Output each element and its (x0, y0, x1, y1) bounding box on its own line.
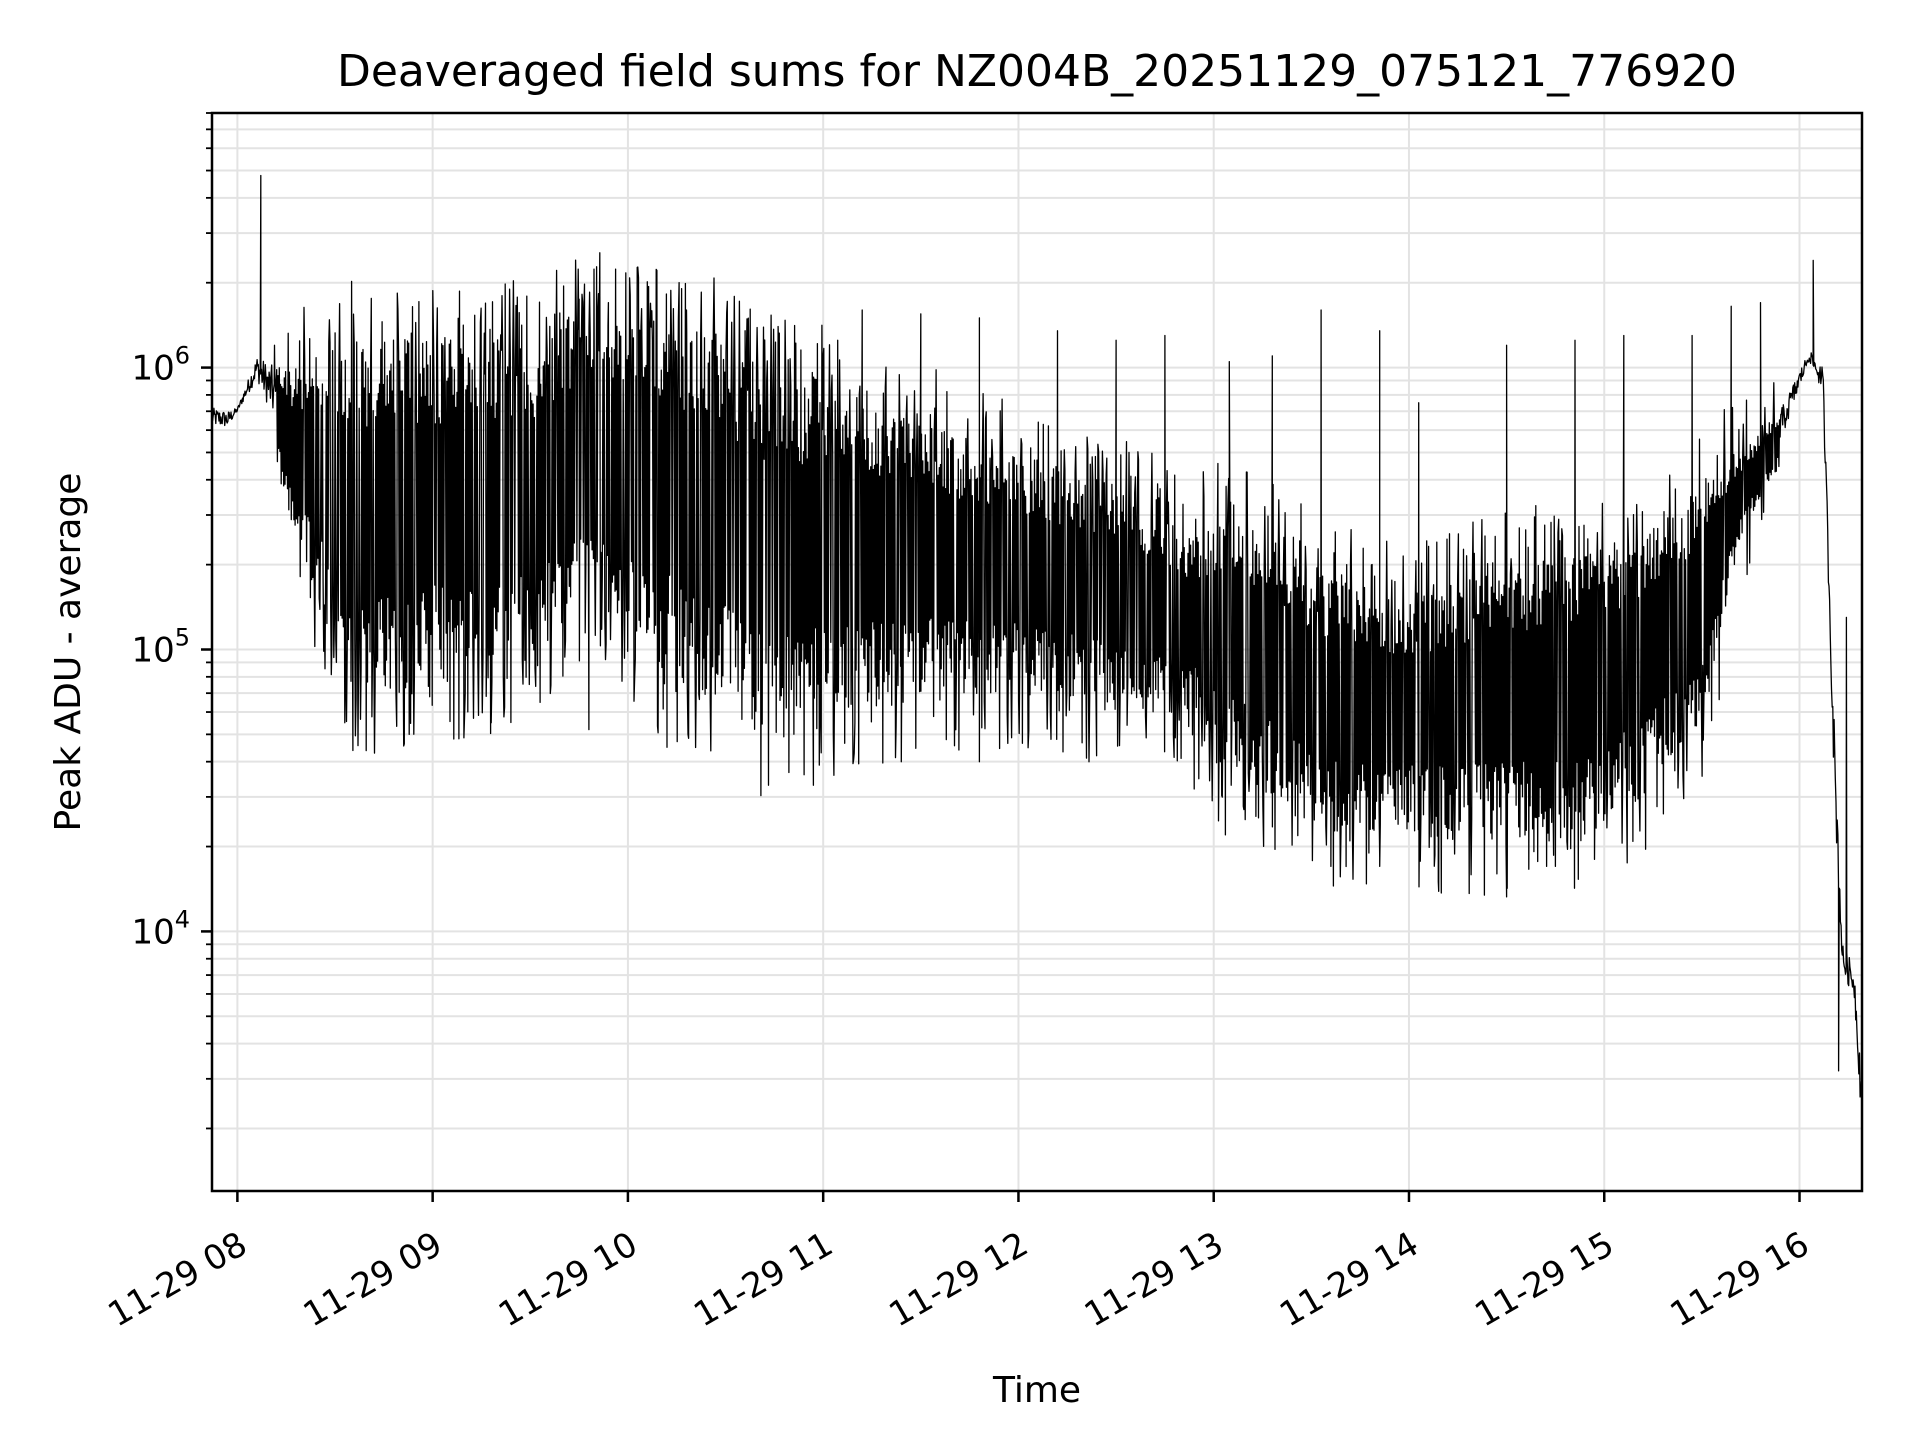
y-tick-label: 104 (131, 905, 190, 952)
y-tick-base: 10 (131, 912, 174, 952)
series-line (211, 174, 1863, 1102)
y-tick-exponent: 4 (175, 905, 190, 933)
y-tick-base: 10 (131, 349, 174, 389)
y-tick-label: 106 (131, 342, 190, 389)
chart-title: Deaveraged field sums for NZ004B_2025112… (337, 46, 1737, 97)
y-tick-exponent: 6 (175, 342, 190, 370)
y-axis-label: Peak ADU - average (48, 473, 89, 832)
x-axis-label: Time (992, 1370, 1081, 1411)
y-tick-exponent: 5 (175, 624, 190, 652)
plot-frame (210, 111, 1864, 1193)
y-tick-label: 105 (131, 624, 190, 671)
grid-lines (212, 112, 1862, 1191)
series-layer (211, 174, 1863, 1102)
y-tick-base: 10 (131, 631, 174, 671)
